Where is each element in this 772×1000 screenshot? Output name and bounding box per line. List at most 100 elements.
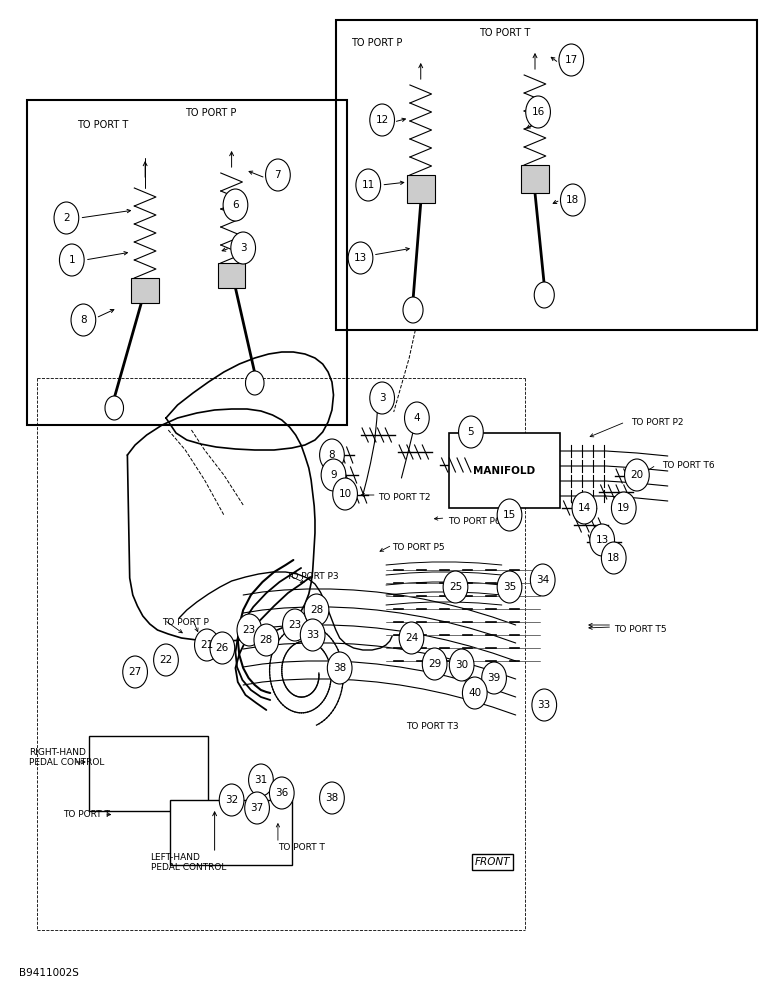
Text: MANIFOLD: MANIFOLD — [473, 466, 536, 476]
Circle shape — [195, 629, 219, 661]
Text: 14: 14 — [577, 503, 591, 513]
Circle shape — [497, 499, 522, 531]
Text: 32: 32 — [225, 795, 239, 805]
Circle shape — [370, 104, 394, 136]
Text: 31: 31 — [254, 775, 268, 785]
Circle shape — [399, 622, 424, 654]
Circle shape — [534, 282, 554, 308]
Text: 18: 18 — [566, 195, 580, 205]
Circle shape — [320, 439, 344, 471]
Circle shape — [249, 764, 273, 796]
Circle shape — [459, 416, 483, 448]
Text: TO PORT T: TO PORT T — [479, 28, 530, 38]
Text: 26: 26 — [215, 643, 229, 653]
Circle shape — [422, 648, 447, 680]
Circle shape — [526, 96, 550, 128]
Text: 33: 33 — [306, 630, 320, 640]
Text: 37: 37 — [250, 803, 264, 813]
Circle shape — [532, 689, 557, 721]
Text: 27: 27 — [128, 667, 142, 677]
Bar — [449, 433, 560, 508]
Circle shape — [154, 644, 178, 676]
Circle shape — [231, 232, 256, 264]
Bar — [407, 175, 435, 203]
Text: 1: 1 — [69, 255, 75, 265]
Text: 23: 23 — [288, 620, 302, 630]
Circle shape — [559, 44, 584, 76]
Text: TO PORT P6: TO PORT P6 — [448, 517, 500, 526]
Bar — [89, 736, 208, 811]
Circle shape — [123, 656, 147, 688]
Text: B9411002S: B9411002S — [19, 968, 80, 978]
Text: TO PORT P2: TO PORT P2 — [631, 418, 683, 427]
Text: TO PORT T6: TO PORT T6 — [662, 461, 715, 470]
Text: 24: 24 — [405, 633, 418, 643]
Text: 35: 35 — [503, 582, 516, 592]
Text: 15: 15 — [503, 510, 516, 520]
Text: 40: 40 — [468, 688, 482, 698]
Text: 39: 39 — [487, 673, 501, 683]
Text: TO PORT P: TO PORT P — [351, 38, 403, 48]
Circle shape — [105, 396, 124, 420]
Circle shape — [245, 371, 264, 395]
Text: 38: 38 — [333, 663, 347, 673]
Text: RIGHT-HAND
PEDAL CONTROL: RIGHT-HAND PEDAL CONTROL — [29, 748, 105, 767]
Text: 3: 3 — [240, 243, 246, 253]
Text: 38: 38 — [325, 793, 339, 803]
Circle shape — [530, 564, 555, 596]
Circle shape — [245, 792, 269, 824]
Text: 30: 30 — [455, 660, 469, 670]
Text: TO PORT T2: TO PORT T2 — [378, 493, 431, 502]
Text: TO PORT P: TO PORT P — [185, 108, 237, 118]
Circle shape — [611, 492, 636, 524]
Circle shape — [283, 609, 307, 641]
Text: 25: 25 — [449, 582, 462, 592]
Bar — [521, 165, 549, 193]
Text: 11: 11 — [361, 180, 375, 190]
Circle shape — [71, 304, 96, 336]
Bar — [218, 263, 245, 288]
Text: 23: 23 — [242, 625, 256, 635]
Circle shape — [370, 382, 394, 414]
Text: 12: 12 — [375, 115, 389, 125]
Circle shape — [223, 189, 248, 221]
Circle shape — [449, 649, 474, 681]
Text: TO PORT P: TO PORT P — [162, 618, 209, 627]
Circle shape — [590, 524, 615, 556]
Circle shape — [572, 492, 597, 524]
Circle shape — [219, 784, 244, 816]
Circle shape — [482, 662, 506, 694]
Circle shape — [462, 677, 487, 709]
Text: 3: 3 — [379, 393, 385, 403]
Text: FRONT: FRONT — [475, 857, 510, 867]
Circle shape — [237, 614, 262, 646]
Circle shape — [210, 632, 235, 664]
Text: 33: 33 — [537, 700, 551, 710]
Circle shape — [348, 242, 373, 274]
Text: 18: 18 — [607, 553, 621, 563]
Circle shape — [356, 169, 381, 201]
Text: TO PORT T5: TO PORT T5 — [614, 625, 666, 634]
Circle shape — [443, 571, 468, 603]
Text: 28: 28 — [259, 635, 273, 645]
Circle shape — [625, 459, 649, 491]
Text: 9: 9 — [330, 470, 337, 480]
Text: 2: 2 — [63, 213, 69, 223]
Circle shape — [497, 571, 522, 603]
Circle shape — [601, 542, 626, 574]
Circle shape — [254, 624, 279, 656]
Text: 34: 34 — [536, 575, 550, 585]
Circle shape — [304, 594, 329, 626]
Text: 8: 8 — [80, 315, 86, 325]
Text: 6: 6 — [232, 200, 239, 210]
Text: TO PORT T: TO PORT T — [278, 843, 325, 852]
Text: 10: 10 — [338, 489, 352, 499]
Text: 29: 29 — [428, 659, 442, 669]
Text: TO PORT P5: TO PORT P5 — [392, 543, 445, 552]
Circle shape — [54, 202, 79, 234]
Text: 28: 28 — [310, 605, 323, 615]
Text: 22: 22 — [159, 655, 173, 665]
Circle shape — [333, 478, 357, 510]
Text: 16: 16 — [531, 107, 545, 117]
Text: 4: 4 — [414, 413, 420, 423]
